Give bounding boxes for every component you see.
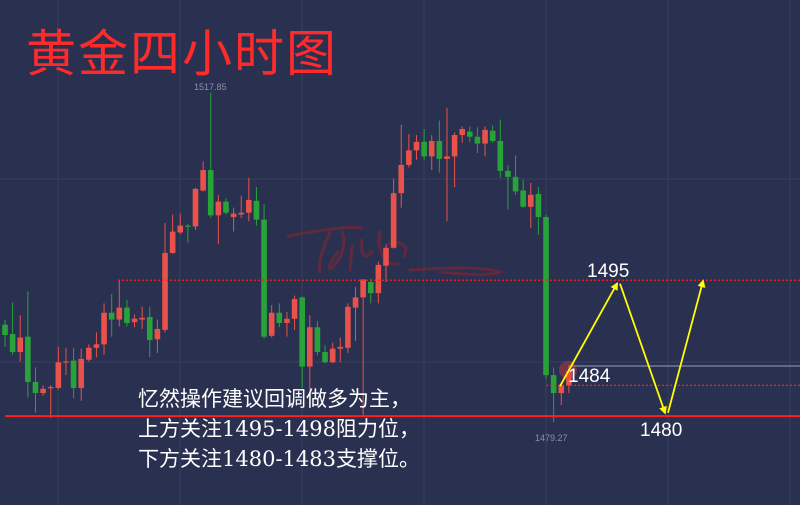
- candle-body: [459, 129, 465, 136]
- candle-body: [55, 362, 62, 388]
- candle-body: [436, 140, 443, 159]
- candle-body: [299, 297, 305, 367]
- candle-body: [207, 170, 214, 216]
- candle-body: [116, 307, 123, 320]
- candle-body: [185, 225, 191, 227]
- projection-arrow: [559, 281, 618, 387]
- candle-body: [169, 231, 176, 253]
- candle-body: [131, 318, 138, 323]
- candle-body: [139, 317, 145, 320]
- projection-arrows: [559, 279, 706, 415]
- high-price-label: 1517.85: [194, 82, 227, 92]
- candle-body: [566, 370, 572, 386]
- candle-body: [489, 130, 496, 141]
- candle-body: [390, 193, 397, 248]
- candle-body: [444, 156, 450, 159]
- candle-body: [558, 385, 565, 394]
- candle-body: [78, 358, 84, 388]
- candle-body: [215, 201, 222, 216]
- chart-title: 黄金四小时图: [26, 25, 338, 83]
- candle-body: [268, 312, 275, 336]
- candle-body: [276, 312, 283, 323]
- candle-body: [329, 348, 336, 363]
- candle-body: [352, 297, 359, 308]
- candles: [2, 92, 572, 423]
- candle-body: [40, 388, 46, 394]
- projection-arrow: [667, 279, 706, 413]
- trading-advice: 忆然操作建议回调做多为主， 上方关注1495-1498阻力位， 下方关注1480…: [138, 384, 420, 474]
- candle-body: [413, 141, 420, 151]
- candle-body: [154, 328, 161, 340]
- projection-arrow: [619, 283, 667, 415]
- candle-body: [146, 317, 153, 341]
- candle-body: [360, 279, 366, 298]
- candle-body: [550, 375, 557, 394]
- candle-body: [253, 200, 260, 220]
- candle-body: [367, 281, 374, 294]
- candle-body: [520, 190, 526, 207]
- advice-line: 下方关注1480-1483支撑位。: [138, 447, 420, 471]
- candle-body: [421, 141, 427, 157]
- candle-body: [47, 387, 54, 389]
- candle-body: [9, 334, 16, 353]
- candle-body: [451, 135, 458, 157]
- level-label-1484: 1484: [568, 366, 611, 387]
- candle-body: [2, 324, 8, 335]
- signature-watermark: [286, 226, 505, 276]
- candle-body: [527, 194, 534, 207]
- candle-body: [101, 312, 107, 345]
- candle-body: [230, 213, 237, 218]
- candle-body: [314, 327, 321, 353]
- candle-body: [124, 307, 130, 323]
- candle-body: [337, 346, 344, 349]
- candle-body: [428, 140, 435, 157]
- candle-body: [307, 327, 313, 367]
- candle-body: [86, 347, 92, 360]
- candle-body: [474, 136, 481, 144]
- candle-body: [63, 361, 69, 363]
- candle-body: [93, 344, 100, 348]
- candle-body: [383, 247, 389, 266]
- candle-body: [200, 170, 206, 191]
- candle-body: [535, 193, 542, 218]
- candle-body: [17, 337, 24, 353]
- candle-body: [482, 129, 488, 144]
- candle-body: [25, 336, 31, 382]
- candle-body: [406, 150, 412, 165]
- level-lines: [5, 279, 800, 418]
- candle-body: [238, 212, 245, 215]
- candle-body: [70, 360, 77, 388]
- candle-body: [284, 318, 290, 323]
- candle-body: [223, 201, 229, 213]
- candle-body: [512, 176, 519, 192]
- candle-body: [398, 164, 405, 194]
- candle-body: [162, 252, 168, 330]
- candle-body: [345, 306, 351, 348]
- candle-body: [261, 219, 267, 337]
- candle-body: [375, 264, 382, 294]
- candle-body: [505, 170, 511, 177]
- level-label-1495: 1495: [587, 261, 630, 282]
- candle-body: [467, 131, 473, 137]
- candle-body: [543, 217, 549, 376]
- candle-body: [497, 140, 504, 171]
- candle-body: [322, 352, 328, 363]
- candle-body: [192, 188, 199, 227]
- candle-body: [108, 312, 115, 320]
- candle-body: [291, 299, 298, 319]
- advice-line: 忆然操作建议回调做多为主，: [138, 387, 411, 411]
- candle-body: [32, 381, 39, 394]
- level-label-1480: 1480: [640, 420, 683, 441]
- candle-body: [246, 199, 252, 213]
- candle-body: [177, 225, 184, 233]
- low-price-label: 1479.27: [535, 433, 568, 443]
- advice-line: 上方关注1495-1498阻力位，: [138, 417, 420, 441]
